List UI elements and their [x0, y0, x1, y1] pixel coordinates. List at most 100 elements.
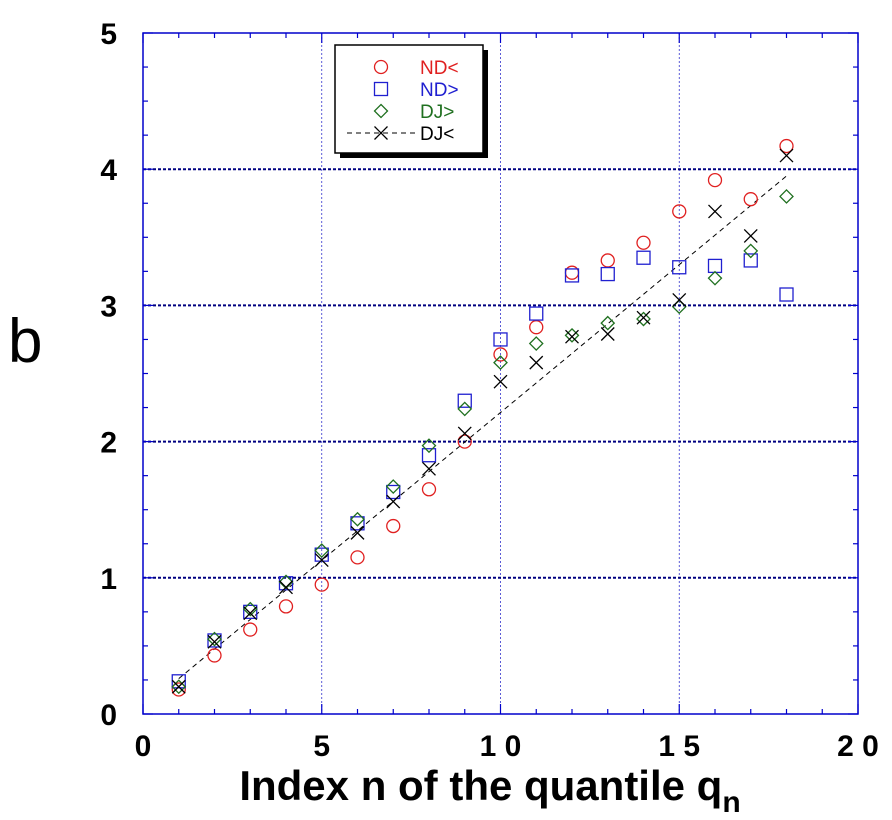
- data-point: [743, 243, 759, 259]
- data-point: [672, 204, 687, 219]
- data-point: [707, 270, 723, 286]
- data-point: [672, 260, 687, 275]
- data-point: [779, 287, 794, 302]
- fit-line-layer: [178, 175, 787, 679]
- data-point: [457, 401, 473, 417]
- data-point: [171, 679, 186, 694]
- data-point: [243, 622, 258, 637]
- data-point: [422, 461, 436, 476]
- x-tick-label: 5: [313, 730, 330, 763]
- x-axis-label-text: Index n of the quantile q: [239, 762, 722, 809]
- data-point: [600, 253, 615, 268]
- legend-marker: [373, 81, 389, 97]
- data-point: [278, 574, 294, 590]
- x-tick-label: 2 0: [837, 730, 879, 763]
- data-point: [565, 329, 579, 344]
- data-point: [564, 265, 580, 280]
- data-point: [242, 601, 258, 617]
- data-point: [386, 518, 401, 534]
- grid-lines: [143, 33, 858, 714]
- data-point: [707, 172, 723, 188]
- x-axis-label-subscript: n: [722, 786, 740, 819]
- data-point: [314, 547, 329, 562]
- data-point: [529, 320, 544, 335]
- y-tick-label: 3: [100, 290, 117, 323]
- data-point: [421, 438, 437, 454]
- data-point: [457, 434, 472, 449]
- data-point: [350, 516, 365, 531]
- legend-label: DJ<: [420, 124, 454, 145]
- data-point: [171, 679, 187, 695]
- data-point: [314, 543, 330, 558]
- data-point: [171, 682, 186, 697]
- data-point: [600, 327, 615, 341]
- data-point: [385, 479, 401, 494]
- legend-marker: [373, 103, 389, 119]
- data-point: [743, 253, 758, 268]
- data-point: [350, 511, 365, 527]
- legend-label: ND>: [420, 80, 459, 101]
- data-point: [493, 332, 508, 347]
- x-tick-label: 1 5: [658, 730, 700, 763]
- x-axis-label: Index n of the quantile qn: [239, 762, 740, 819]
- data-point: [457, 393, 472, 408]
- x-tick-label: 0: [135, 730, 152, 763]
- data-point: [564, 327, 580, 343]
- data-point: [207, 648, 222, 663]
- data-point: [779, 148, 794, 163]
- fit-line: [178, 175, 787, 679]
- data-point: [171, 674, 186, 689]
- data-point: [636, 250, 651, 265]
- data-point: [600, 266, 615, 282]
- data-point: [493, 347, 508, 362]
- data-point: [243, 604, 258, 619]
- data-point: [350, 525, 365, 540]
- data-point: [636, 311, 651, 327]
- y-tick-label: 2: [100, 427, 117, 460]
- data-point: [314, 577, 329, 592]
- x-tick-label: 1 0: [480, 730, 522, 763]
- legend-marker: [374, 126, 388, 140]
- legend-marker: [373, 59, 389, 75]
- data-point: [207, 633, 222, 648]
- legend-label: DJ>: [420, 102, 454, 123]
- data-point: [528, 336, 544, 351]
- data-point: [743, 228, 758, 243]
- data-point: [707, 258, 723, 274]
- data-point: [779, 138, 794, 154]
- y-axis-label: b: [8, 307, 42, 376]
- data-point: [386, 494, 401, 509]
- y-tick-label: 5: [100, 18, 117, 51]
- legend-box: [334, 44, 484, 154]
- data-point: [564, 268, 580, 283]
- legend-label: ND<: [420, 58, 459, 79]
- data-point: [708, 204, 722, 219]
- data-point: [278, 599, 294, 614]
- data-point: [350, 550, 365, 565]
- data-point: [743, 192, 758, 207]
- data-point: [457, 426, 472, 441]
- data-point: [421, 482, 437, 497]
- y-tick-label: 0: [100, 699, 117, 732]
- data-point: [636, 310, 651, 325]
- data-point: [279, 580, 293, 595]
- data-point: [421, 448, 437, 463]
- data-point: [493, 374, 508, 389]
- data-point: [243, 606, 258, 621]
- axis-ticks: 0 5 1 0 1 5 2 0 0 1 2 3 4 5: [100, 18, 879, 763]
- data-point: [529, 306, 544, 321]
- data-point: [672, 292, 687, 307]
- data-point: [529, 355, 544, 370]
- data-points: [171, 138, 794, 697]
- data-point: [207, 634, 222, 649]
- y-tick-label: 4: [100, 154, 117, 187]
- data-point: [278, 576, 294, 591]
- legend: ND<ND>DJ>DJ<: [334, 44, 488, 158]
- data-point: [314, 553, 329, 568]
- data-point: [636, 235, 651, 250]
- data-point: [779, 189, 794, 204]
- data-point: [493, 355, 508, 371]
- data-point: [386, 484, 401, 500]
- data-point: [600, 315, 616, 331]
